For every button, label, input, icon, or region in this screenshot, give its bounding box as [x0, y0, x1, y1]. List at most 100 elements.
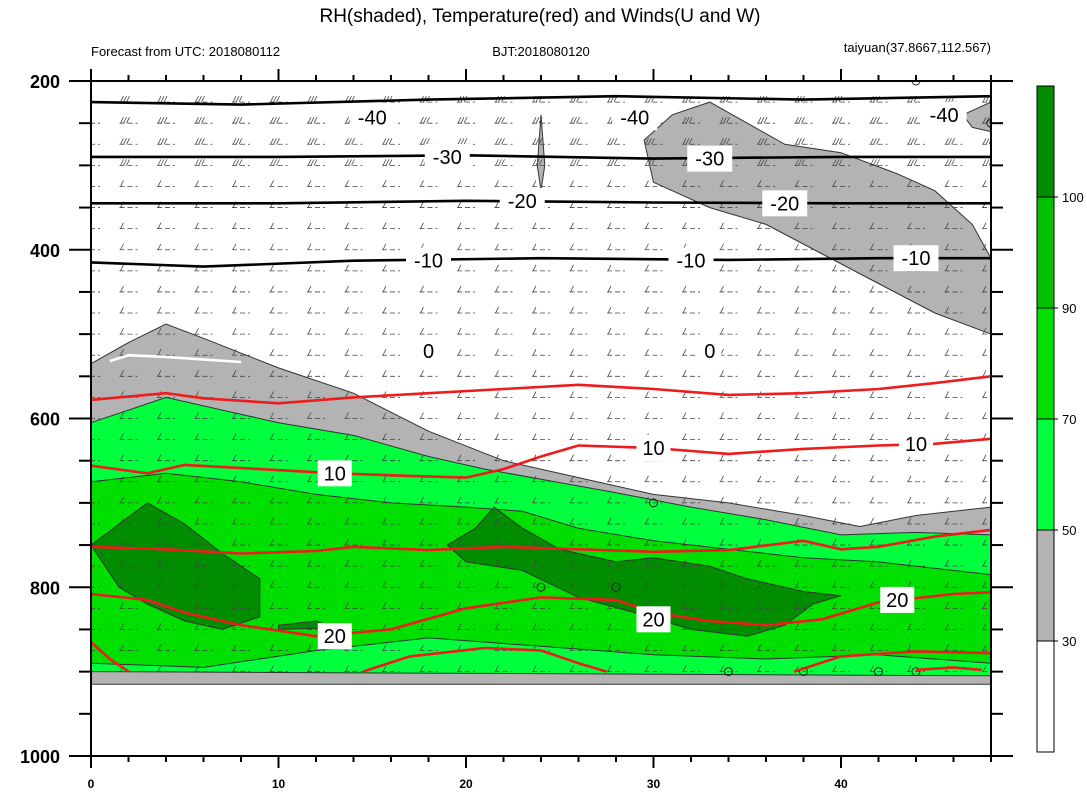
- wind-barb-feather: [307, 285, 312, 293]
- wind-barb-feather: [495, 327, 499, 335]
- wind-barb-feather: [382, 370, 387, 377]
- wind-barb-feather: [795, 623, 799, 630]
- wind-barb-feather: [532, 475, 537, 482]
- wind-barb-feather: [535, 117, 540, 124]
- wind-barb-feather: [313, 159, 318, 166]
- wind-barb-feather: [307, 159, 312, 166]
- wind-barb-feather: [270, 475, 274, 482]
- wind-barb-feather: [276, 159, 280, 166]
- wind-barb-feather: [120, 95, 124, 103]
- wind-barb-feather: [270, 117, 274, 124]
- wind-barb-feather: [307, 623, 312, 630]
- calm-wind-circle: [874, 667, 883, 677]
- contour-label-box: [417, 338, 440, 364]
- wind-barb-feather: [457, 496, 462, 504]
- wind-barb-feather: [913, 159, 918, 166]
- wind-barb-feather: [201, 117, 205, 124]
- wind-barb-feather: [120, 370, 124, 377]
- rh-region: [643, 101, 991, 335]
- wind-barb-feather: [720, 433, 724, 440]
- wind-barb-feather: [726, 117, 730, 124]
- contour-label: -30: [433, 147, 462, 169]
- wind-barb-feather: [720, 243, 724, 250]
- contour-label: -20: [508, 191, 537, 213]
- contour-label: 10: [642, 438, 664, 460]
- wind-barb-feather: [160, 117, 165, 124]
- wind-barb-feather: [310, 159, 315, 166]
- wind-barb-feather: [232, 433, 237, 440]
- wind-barb-feather: [910, 159, 915, 166]
- wind-barb-feather: [495, 117, 499, 124]
- wind-barb-feather: [795, 306, 799, 314]
- wind-barb-feather: [645, 306, 649, 314]
- wind-barb-feather: [382, 517, 387, 525]
- wind-barb-feather: [607, 538, 612, 546]
- wind-barb-feather: [910, 138, 915, 145]
- wind-barb-feather: [757, 159, 762, 166]
- wind-barb-feather: [763, 138, 768, 145]
- calm-wind-circle: [536, 582, 546, 592]
- wind-barb-feather: [270, 264, 274, 272]
- wind-barb-feather: [682, 117, 687, 124]
- wind-barb-feather: [307, 496, 312, 504]
- wind-barb-feather: [351, 159, 355, 166]
- wind-barb-feather: [720, 454, 724, 461]
- wind-barb-feather: [270, 644, 274, 651]
- wind-barb-feather: [120, 138, 124, 145]
- wind-barb-feather: [570, 159, 574, 166]
- temperature-contour: [793, 650, 991, 673]
- wind-barb-feather: [945, 454, 949, 461]
- wind-barb-feather: [126, 138, 130, 145]
- wind-barb-feather: [195, 138, 199, 145]
- wind-barb-feather: [232, 327, 237, 335]
- wind-barb-feather: [123, 138, 127, 145]
- wind-barb-feather: [457, 644, 462, 651]
- wind-barb-feather: [270, 222, 274, 229]
- wind-barb-feather: [682, 138, 687, 145]
- wind-barb-feather: [382, 264, 387, 272]
- wind-barb-feather: [682, 349, 687, 356]
- wind-barb-feather: [463, 138, 468, 145]
- wind-barb-feather: [760, 117, 765, 124]
- wind-barb-feather: [570, 349, 574, 356]
- wind-barb-feather: [982, 538, 987, 546]
- wind-barb-feather: [682, 159, 687, 166]
- wind-barb-feather: [870, 117, 874, 124]
- y-tick-label: 800: [30, 578, 60, 598]
- wind-barb-feather: [870, 306, 874, 314]
- wind-barb-feather: [195, 285, 199, 293]
- wind-barb-feather: [532, 391, 537, 398]
- wind-barb-feather: [945, 644, 949, 651]
- wind-barb-feather: [907, 475, 912, 482]
- wind-barb-feather: [607, 412, 612, 419]
- wind-barb-feather: [648, 159, 652, 166]
- wind-barb-feather: [720, 475, 724, 482]
- wind-barb-feather: [345, 349, 349, 356]
- wind-barb-feather: [157, 349, 162, 356]
- wind-barb-feather: [532, 623, 537, 630]
- wind-barb-feather: [195, 159, 199, 166]
- wind-barb-feather: [157, 285, 162, 293]
- wind-barb-feather: [495, 623, 499, 630]
- wind-barb-feather: [426, 138, 430, 145]
- wind-barb-feather: [307, 264, 312, 272]
- wind-barb-feather: [495, 391, 499, 398]
- wind-barb-feather: [757, 559, 762, 567]
- wind-barb-feather: [982, 623, 987, 630]
- wind-barb-feather: [120, 159, 124, 166]
- wind-barb-feather: [420, 454, 424, 461]
- wind-barb-feather: [495, 138, 499, 145]
- wind-barb-feather: [420, 412, 424, 419]
- wind-barb-feather: [570, 285, 574, 293]
- wind-barb-feather: [163, 138, 168, 145]
- wind-barb-feather: [685, 138, 690, 145]
- wind-barb-feather: [307, 95, 312, 103]
- wind-barb-feather: [120, 285, 124, 293]
- calm-wind-circle: [611, 582, 621, 592]
- wind-barb-feather: [870, 665, 874, 672]
- wind-barb-feather: [870, 222, 874, 229]
- wind-barb-feather: [945, 412, 949, 419]
- colorbar-swatch: [1036, 196, 1055, 309]
- wind-barb-feather: [382, 602, 387, 609]
- wind-barb-feather: [832, 159, 837, 166]
